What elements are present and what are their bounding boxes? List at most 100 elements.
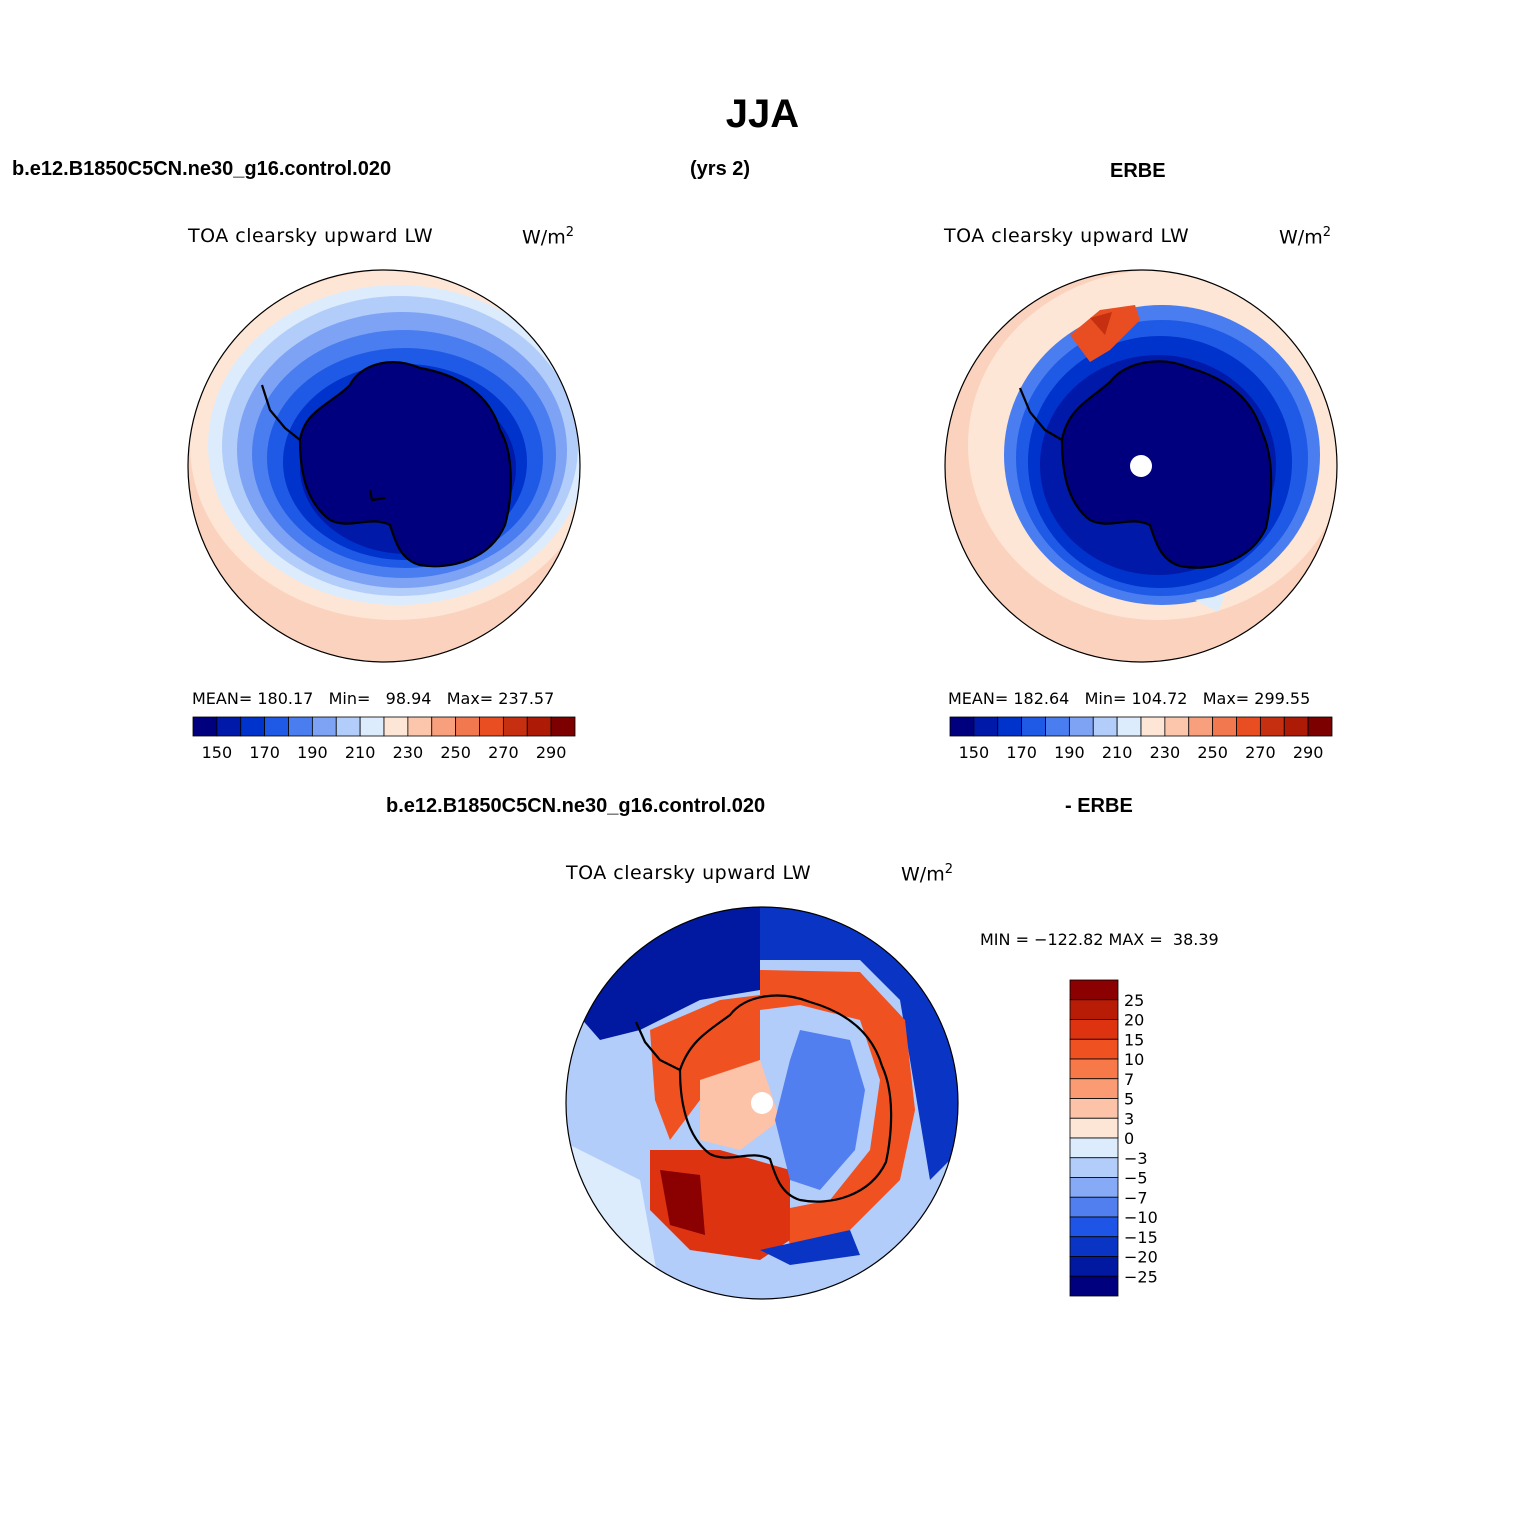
colorbar-swatch bbox=[1069, 1058, 1119, 1080]
colorbar-swatch bbox=[1069, 1078, 1119, 1099]
colorbar-swatch bbox=[1236, 716, 1261, 737]
colorbar-tick-label: 190 bbox=[1054, 743, 1085, 762]
colorbar-tick-label: 290 bbox=[1293, 743, 1324, 762]
colorbar-swatch bbox=[1069, 1196, 1119, 1218]
obs-name-label: ERBE bbox=[1110, 160, 1166, 182]
colorbar-tick-label: 7 bbox=[1124, 1070, 1134, 1089]
colorbar-swatch bbox=[502, 716, 528, 737]
colorbar-tick-label: 170 bbox=[249, 743, 280, 762]
colorbar-swatch bbox=[1307, 716, 1333, 737]
colorbar-swatch bbox=[973, 716, 999, 737]
colorbar-tick-label: 3 bbox=[1124, 1109, 1134, 1128]
colorbar-swatch bbox=[1069, 1216, 1119, 1238]
years-label: (yrs 2) bbox=[690, 158, 751, 180]
colorbar-swatch bbox=[192, 716, 218, 737]
colorbar-swatch bbox=[1069, 999, 1119, 1020]
diff-coastline bbox=[634, 994, 893, 1203]
colorbar-swatch bbox=[526, 716, 552, 737]
model-panel-title: TOA clearsky upward LW bbox=[188, 225, 434, 247]
season-title: JJA bbox=[725, 92, 800, 136]
colorbar-tick-label: 290 bbox=[536, 743, 567, 762]
colorbar-swatch bbox=[216, 716, 242, 737]
colorbar-swatch bbox=[1069, 1177, 1119, 1198]
colorbar-swatch bbox=[240, 716, 266, 737]
colorbar-tick-label: 10 bbox=[1124, 1050, 1144, 1069]
diff-panel-units: W/m2 bbox=[901, 862, 953, 886]
colorbar-swatch bbox=[1069, 1019, 1119, 1040]
model-stats: MEAN= 180.17 Min= 98.94 Max= 237.57 bbox=[192, 689, 555, 708]
colorbar-swatch bbox=[311, 716, 337, 737]
colorbar-tick-label: 0 bbox=[1124, 1129, 1134, 1148]
colorbar-swatch bbox=[949, 716, 975, 737]
model-colorbar: 150 170 190 210 230 250 270 290 bbox=[192, 716, 576, 762]
colorbar-swatch bbox=[1283, 716, 1309, 737]
model-panel-units: W/m2 bbox=[522, 225, 574, 249]
colorbar-tick-label: 150 bbox=[202, 743, 233, 762]
colorbar-tick-label: −10 bbox=[1124, 1208, 1158, 1227]
colorbar-tick-label: 210 bbox=[345, 743, 376, 762]
colorbar-tick-label: −25 bbox=[1124, 1267, 1158, 1286]
colorbar-swatch bbox=[335, 716, 361, 737]
obs-panel-title: TOA clearsky upward LW bbox=[944, 225, 1190, 247]
colorbar-tick-label: 5 bbox=[1124, 1090, 1134, 1109]
colorbar-tick-label: 270 bbox=[488, 743, 519, 762]
colorbar-swatch bbox=[383, 716, 409, 737]
colorbar-swatch bbox=[479, 716, 504, 737]
colorbar-tick-label: 270 bbox=[1245, 743, 1276, 762]
colorbar-swatch bbox=[1164, 716, 1190, 737]
obs-panel-units: W/m2 bbox=[1279, 225, 1331, 249]
diff-pole-marker bbox=[751, 1092, 773, 1114]
colorbar-tick-label: 20 bbox=[1124, 1011, 1144, 1030]
colorbar-tick-label: 230 bbox=[393, 743, 424, 762]
colorbar-tick-label: 170 bbox=[1006, 743, 1037, 762]
diff-minmax: MIN = −122.82 MAX = 38.39 bbox=[980, 930, 1219, 949]
diff-map-border bbox=[565, 906, 959, 1300]
model-map-border bbox=[187, 269, 581, 663]
colorbar-swatch bbox=[1069, 1256, 1119, 1277]
colorbar-swatch bbox=[1069, 1236, 1119, 1257]
colorbar-swatch bbox=[1069, 1038, 1119, 1060]
diff-panel-title: TOA clearsky upward LW bbox=[566, 862, 812, 884]
colorbar-tick-label: 230 bbox=[1150, 743, 1181, 762]
model-polar-map bbox=[188, 270, 580, 662]
colorbar-swatch bbox=[1092, 716, 1118, 737]
colorbar-swatch bbox=[1068, 716, 1094, 737]
colorbar-swatch bbox=[407, 716, 433, 737]
colorbar-swatch bbox=[455, 716, 480, 737]
diff-case-label: b.e12.B1850C5CN.ne30_g16.control.020 bbox=[386, 795, 766, 817]
colorbar-tick-label: −7 bbox=[1124, 1188, 1148, 1207]
colorbar-swatch bbox=[1021, 716, 1046, 737]
colorbar-swatch bbox=[1188, 716, 1214, 737]
colorbar-swatch bbox=[1069, 1137, 1119, 1159]
colorbar-tick-label: 250 bbox=[440, 743, 471, 762]
colorbar-swatch bbox=[550, 716, 576, 737]
colorbar-swatch bbox=[1069, 1275, 1119, 1297]
obs-coastline bbox=[1018, 360, 1273, 569]
colorbar-swatch bbox=[1259, 716, 1285, 737]
colorbar-swatch bbox=[1045, 716, 1070, 737]
colorbar-tick-label: −5 bbox=[1124, 1169, 1148, 1188]
colorbar-swatch bbox=[431, 716, 457, 737]
colorbar-swatch bbox=[264, 716, 289, 737]
colorbar-tick-label: −3 bbox=[1124, 1149, 1148, 1168]
case-name-label: b.e12.B1850C5CN.ne30_g16.control.020 bbox=[12, 158, 392, 180]
obs-stats: MEAN= 182.64 Min= 104.72 Max= 299.55 bbox=[948, 689, 1311, 708]
colorbar-tick-label: 190 bbox=[297, 743, 328, 762]
colorbar-swatch bbox=[1116, 716, 1142, 737]
colorbar-swatch bbox=[1140, 716, 1166, 737]
colorbar-tick-label: 210 bbox=[1102, 743, 1133, 762]
obs-pole-marker bbox=[1130, 455, 1152, 477]
colorbar-swatch bbox=[997, 716, 1023, 737]
colorbar-swatch bbox=[1212, 716, 1237, 737]
obs-colorbar: 150 170 190 210 230 250 270 290 bbox=[949, 716, 1333, 762]
colorbar-swatch bbox=[1069, 979, 1119, 1001]
colorbar-swatch bbox=[1069, 1117, 1119, 1139]
colorbar-swatch bbox=[288, 716, 313, 737]
diff-obs-label: - ERBE bbox=[1065, 795, 1133, 817]
colorbar-tick-label: 250 bbox=[1197, 743, 1228, 762]
colorbar-swatch bbox=[359, 716, 385, 737]
colorbar-tick-label: −20 bbox=[1124, 1248, 1158, 1267]
colorbar-tick-label: 15 bbox=[1124, 1030, 1144, 1049]
